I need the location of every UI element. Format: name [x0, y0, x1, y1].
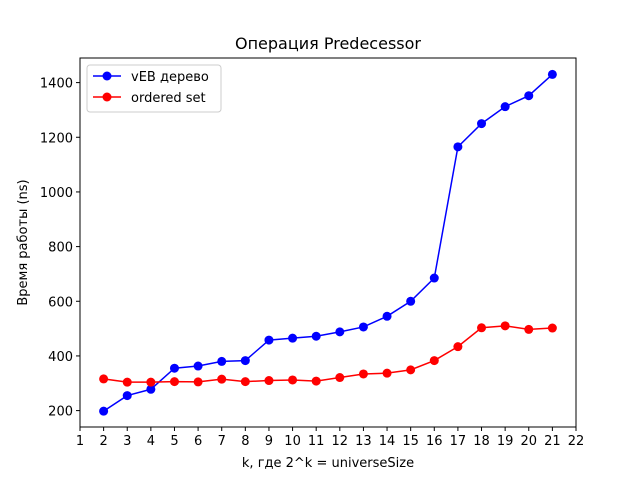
series-0-point [477, 119, 487, 129]
legend-label-ordered-set: ordered set [131, 91, 206, 106]
series-1-point [99, 374, 109, 384]
legend-marker-ordered-set [102, 92, 112, 102]
series-1-point [500, 321, 510, 331]
x-tick-label: 1 [76, 434, 84, 449]
x-tick-label: 9 [265, 434, 273, 449]
series-0-point [406, 296, 416, 306]
x-axis-label: k, где 2^k = universeSize [242, 456, 414, 471]
x-tick-label: 11 [308, 434, 325, 449]
series-1-point [193, 377, 203, 387]
x-tick-label: 17 [450, 434, 467, 449]
series-0-point [99, 406, 109, 416]
series-1-point [406, 365, 416, 375]
y-tick-label: 1400 [40, 77, 73, 92]
series-0-point [335, 327, 345, 337]
plot-frame [79, 57, 577, 428]
plot-points [99, 69, 557, 416]
x-tick-label: 19 [497, 434, 514, 449]
x-tick-label: 20 [520, 434, 537, 449]
series-1-point [217, 374, 227, 384]
y-axis: 200 400 600 800 1000 1200 1400 [40, 77, 80, 420]
series-1-point [335, 373, 345, 383]
legend-marker-veb [102, 71, 112, 81]
series-1-point [382, 368, 392, 378]
series-1-point [477, 323, 487, 333]
legend-label-veb: vEB дерево [131, 70, 209, 85]
series-1-point [264, 376, 274, 386]
series-1-point [524, 324, 534, 334]
y-tick-label: 1200 [40, 131, 73, 146]
series-1-point [429, 356, 439, 366]
x-tick-label: 4 [147, 434, 155, 449]
series-0-point [453, 142, 463, 152]
x-tick-label: 15 [402, 434, 419, 449]
series-1-point [169, 377, 179, 387]
series-0-point [311, 331, 321, 341]
chart-title: Операция Predecessor [235, 34, 421, 53]
series-1-point [547, 323, 557, 333]
y-axis-label: Время работы (ns) [16, 179, 31, 305]
series-0-point [193, 361, 203, 371]
series-0-point [217, 356, 227, 366]
x-tick-label: 5 [170, 434, 178, 449]
x-tick-label: 21 [544, 434, 561, 449]
x-tick-label: 18 [473, 434, 490, 449]
y-tick-label: 600 [48, 295, 73, 310]
y-tick-label: 200 [48, 405, 73, 420]
series-0-point [240, 356, 250, 366]
x-tick-label: 14 [379, 434, 396, 449]
series-1-point [288, 375, 298, 385]
series-0-point [429, 273, 439, 283]
series-0-point [288, 333, 298, 343]
x-tick-label: 8 [241, 434, 249, 449]
x-tick-label: 22 [568, 434, 585, 449]
x-tick-label: 13 [355, 434, 372, 449]
x-tick-label: 12 [332, 434, 349, 449]
series-1-point [311, 376, 321, 386]
y-tick-label: 800 [48, 241, 73, 256]
series-0-point [547, 69, 557, 79]
series-0-point [264, 335, 274, 345]
x-tick-label: 6 [194, 434, 202, 449]
x-tick-label: 16 [426, 434, 443, 449]
series-0-point [524, 91, 534, 101]
series-1-point [240, 377, 250, 387]
y-tick-label: 1000 [40, 186, 73, 201]
series-1-point [146, 377, 156, 387]
series-0-point [146, 384, 156, 394]
series-0-point [500, 102, 510, 112]
series-0-point [382, 311, 392, 321]
series-0-point [169, 363, 179, 373]
series-1-point [122, 377, 132, 387]
y-tick-label: 400 [48, 350, 73, 365]
legend: vEB дерево ordered set [86, 64, 222, 113]
x-tick-label: 7 [218, 434, 226, 449]
x-axis: 1 2 3 4 5 6 7 8 9 10 11 12 13 14 15 16 17 18 19 20 21 22 [76, 427, 584, 449]
series-0-point [122, 391, 132, 401]
series-1-point [453, 342, 463, 352]
x-tick-label: 2 [99, 434, 107, 449]
series-1-point [358, 369, 368, 379]
x-tick-label: 10 [284, 434, 301, 449]
series-0-point [358, 322, 368, 332]
x-tick-label: 3 [123, 434, 131, 449]
